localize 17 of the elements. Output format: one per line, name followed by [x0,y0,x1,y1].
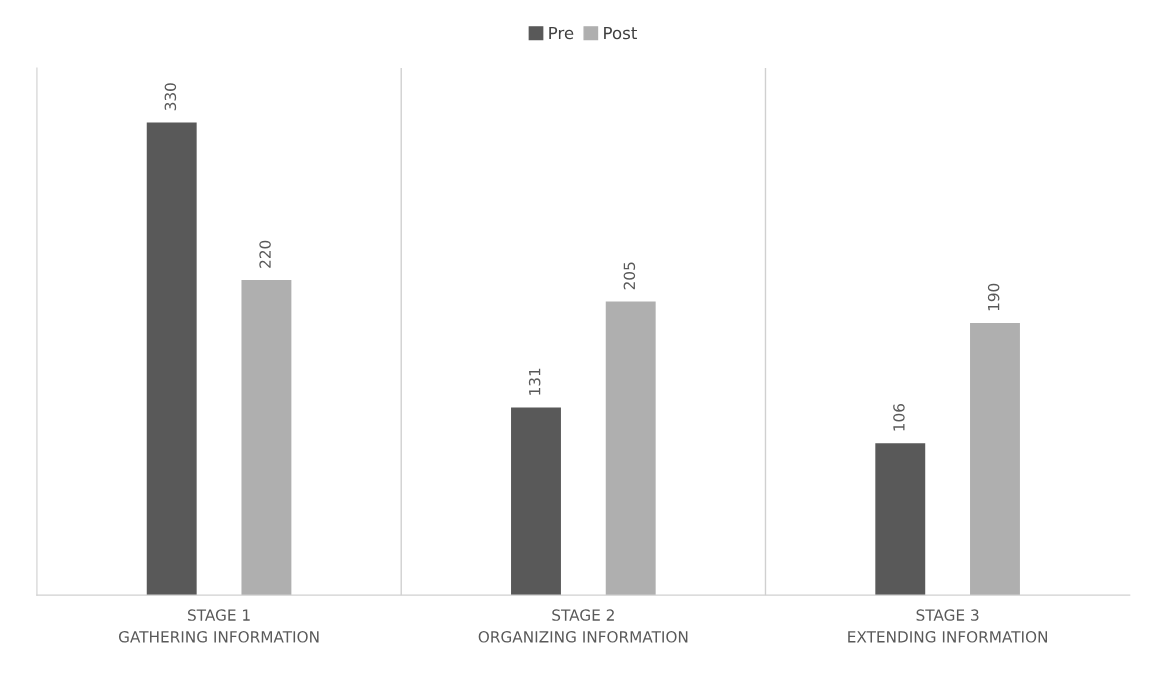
bar [970,322,1020,596]
x-tick-label: STAGE 2 ORGANIZING INFORMATION [478,609,688,643]
bar [605,301,656,596]
legend-label: Pre [549,26,574,40]
bar [146,122,197,596]
x-tick-label: STAGE 3 EXTENDING INFORMATION [848,609,1047,643]
data-label: 131 [528,368,541,395]
bar [241,280,292,596]
data-label: 220 [259,240,271,268]
data-label: 205 [623,262,636,290]
data-label: 330 [164,83,177,111]
bar [511,407,561,596]
bar [875,443,926,596]
x-tick-label: STAGE 1 GATHERING INFORMATION [118,609,319,643]
data-label: 190 [987,283,1000,311]
legend-label: Post [604,26,637,40]
data-label: 106 [893,403,905,431]
